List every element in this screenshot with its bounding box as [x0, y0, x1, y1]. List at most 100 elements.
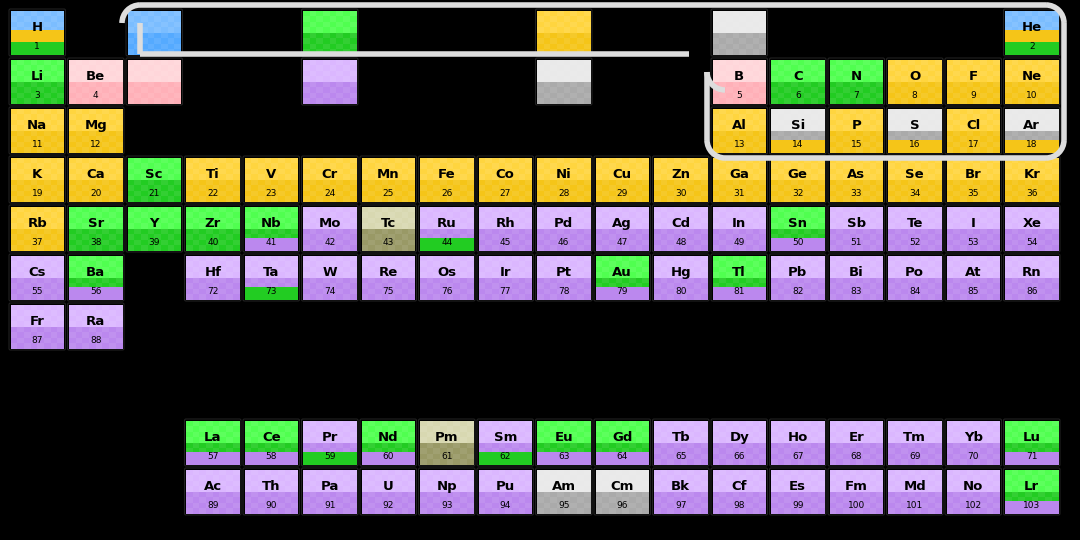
Bar: [954, 240, 960, 245]
Bar: [174, 240, 181, 245]
Bar: [278, 179, 285, 185]
Bar: [186, 261, 192, 267]
Bar: [994, 288, 1000, 294]
Bar: [491, 185, 499, 191]
Bar: [96, 310, 103, 315]
Bar: [116, 168, 122, 174]
Bar: [375, 283, 381, 288]
Bar: [888, 245, 894, 251]
Text: 6: 6: [795, 91, 800, 100]
Bar: [44, 315, 51, 321]
Bar: [543, 71, 551, 76]
Bar: [219, 206, 226, 212]
Bar: [537, 10, 591, 32]
Bar: [928, 497, 935, 503]
Bar: [402, 508, 408, 514]
Bar: [850, 228, 856, 234]
Text: 12: 12: [90, 140, 102, 149]
Text: 18: 18: [1026, 140, 1038, 149]
Bar: [746, 44, 753, 49]
Bar: [680, 174, 688, 179]
Bar: [701, 278, 707, 283]
Bar: [1018, 223, 1025, 228]
Bar: [1039, 141, 1045, 147]
Bar: [537, 163, 543, 168]
Bar: [863, 109, 869, 114]
Bar: [584, 288, 591, 294]
Bar: [739, 27, 746, 32]
Bar: [285, 185, 292, 191]
Bar: [362, 475, 368, 481]
Bar: [771, 459, 778, 464]
Bar: [427, 267, 433, 272]
Bar: [869, 65, 876, 71]
Bar: [395, 218, 402, 223]
Bar: [557, 44, 564, 49]
Bar: [323, 454, 329, 459]
Text: 35: 35: [968, 188, 978, 198]
Bar: [616, 469, 622, 475]
Bar: [888, 179, 942, 201]
Text: 7: 7: [853, 91, 859, 100]
Bar: [103, 119, 109, 125]
Bar: [192, 255, 200, 261]
Bar: [667, 261, 674, 267]
Bar: [140, 245, 148, 251]
Bar: [420, 196, 427, 201]
Bar: [946, 272, 954, 278]
Bar: [980, 491, 987, 497]
Bar: [265, 442, 271, 448]
Bar: [447, 283, 454, 288]
Bar: [980, 109, 987, 114]
Bar: [485, 267, 491, 272]
Bar: [420, 437, 427, 442]
Bar: [680, 426, 688, 431]
Bar: [11, 278, 64, 300]
Bar: [537, 469, 591, 491]
Bar: [11, 98, 17, 104]
Bar: [577, 475, 584, 481]
Bar: [629, 421, 636, 426]
Bar: [57, 338, 64, 343]
Bar: [51, 310, 57, 315]
Bar: [362, 163, 368, 168]
Bar: [543, 442, 551, 448]
Bar: [577, 174, 584, 179]
Bar: [323, 431, 329, 437]
Bar: [186, 163, 192, 168]
Bar: [350, 454, 356, 459]
Bar: [935, 469, 942, 475]
Bar: [1012, 431, 1018, 437]
Bar: [316, 87, 323, 92]
Bar: [252, 191, 258, 196]
Bar: [1012, 503, 1018, 508]
Bar: [30, 191, 37, 196]
Bar: [850, 442, 856, 448]
Bar: [551, 245, 557, 251]
Bar: [329, 437, 337, 442]
Bar: [148, 44, 154, 49]
Bar: [310, 179, 316, 185]
Bar: [226, 294, 233, 300]
Bar: [629, 218, 636, 223]
Bar: [746, 22, 753, 27]
Bar: [960, 65, 967, 71]
Bar: [1031, 223, 1039, 228]
Bar: [1025, 59, 1031, 65]
Bar: [362, 196, 368, 201]
Bar: [1012, 206, 1018, 212]
Bar: [778, 469, 784, 475]
Bar: [368, 158, 375, 163]
Bar: [759, 228, 766, 234]
Bar: [292, 206, 298, 212]
Bar: [116, 267, 122, 272]
Bar: [362, 255, 415, 278]
Bar: [213, 294, 219, 300]
Bar: [76, 305, 82, 310]
Bar: [51, 87, 57, 92]
Bar: [661, 228, 667, 234]
Text: 102: 102: [964, 501, 982, 510]
Text: 21: 21: [149, 188, 160, 198]
Bar: [154, 212, 161, 218]
Bar: [478, 508, 485, 514]
